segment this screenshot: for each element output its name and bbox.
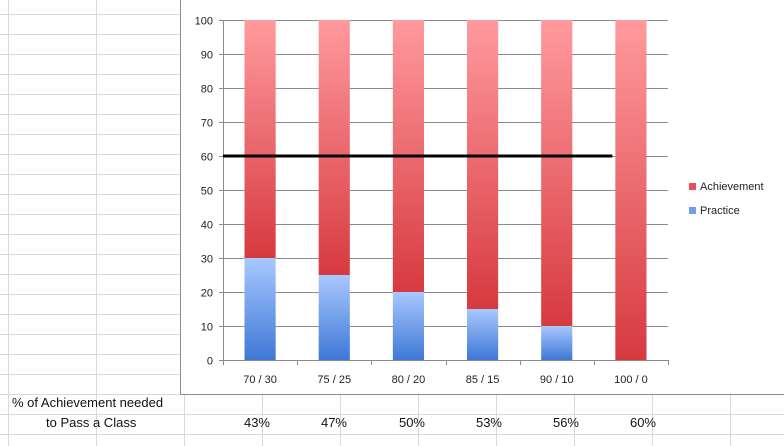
- x-tick-label: 90 / 10: [540, 374, 574, 386]
- x-axis-ticks: 70 / 30 75 / 25 80 / 20 85 / 15 90 / 10 100 /…: [223, 360, 669, 386]
- y-tick-label: 100: [195, 16, 213, 28]
- bar-practice: [541, 326, 573, 360]
- sheet-value-cell[interactable]: 53%: [475, 415, 502, 430]
- y-tick-label: 10: [201, 322, 213, 334]
- y-tick-label: 20: [201, 288, 213, 300]
- bar-achievement: [318, 20, 350, 275]
- y-tick-label: 50: [201, 186, 213, 198]
- y-tick-label: 80: [201, 84, 213, 96]
- y-tick-label: 30: [201, 254, 213, 266]
- x-tick-label: 85 / 15: [466, 374, 500, 386]
- sheet-value-cell[interactable]: 47%: [320, 415, 347, 430]
- bar-achievement: [541, 20, 573, 326]
- x-tick-label: 100 / 0: [614, 374, 648, 386]
- y-tick-label: 0: [207, 356, 213, 368]
- legend-label: Practice: [700, 205, 740, 217]
- bar-achievement: [244, 20, 276, 258]
- stacked-bar-chart: 0 10 20 30 40 50 60 70 80 90 100 70 / 30 75 / 25 80 …: [195, 16, 764, 387]
- legend-label: Achievement: [700, 181, 764, 193]
- bar-achievement: [615, 20, 647, 360]
- sheet-value-cell[interactable]: 60%: [629, 415, 656, 430]
- legend-swatch: [689, 183, 696, 190]
- y-tick-label: 70: [201, 118, 213, 130]
- y-tick-label: 60: [201, 152, 213, 164]
- legend-swatch: [689, 207, 696, 214]
- x-tick-label: 75 / 25: [317, 374, 351, 386]
- x-tick-label: 70 / 30: [243, 374, 277, 386]
- y-tick-label: 90: [201, 50, 213, 62]
- chart-area[interactable]: 0 10 20 30 40 50 60 70 80 90 100 70 / 30 75 / 25 80 …: [180, 0, 784, 395]
- chart-gridlines: [219, 20, 668, 361]
- bar-practice: [244, 258, 276, 360]
- bar-achievement: [467, 20, 499, 309]
- bar-practice: [392, 292, 424, 360]
- x-tick-label: 80 / 20: [392, 374, 426, 386]
- y-tick-label: 40: [201, 220, 213, 232]
- sheet-value-cell[interactable]: 50%: [398, 415, 425, 430]
- sheet-value-cell[interactable]: 56%: [552, 415, 579, 430]
- chart-legend: Achievement Practice: [689, 181, 764, 217]
- sheet-label-line1: % of Achievement needed: [12, 395, 164, 410]
- sheet-value-cell[interactable]: 43%: [243, 415, 270, 430]
- sheet-label-line2: to Pass a Class: [46, 415, 137, 430]
- chart-bars: [244, 20, 647, 360]
- y-axis-ticks: 0 10 20 30 40 50 60 70 80 90 100: [195, 16, 213, 368]
- bar-practice: [318, 275, 350, 360]
- bar-practice: [467, 309, 499, 360]
